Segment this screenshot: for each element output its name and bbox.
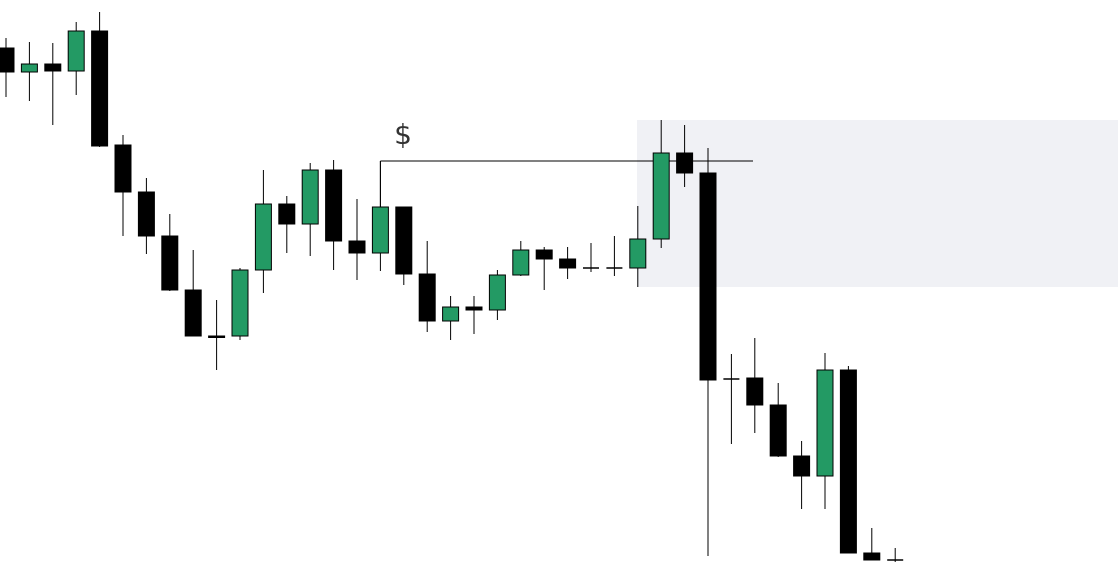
body xyxy=(442,306,460,322)
body xyxy=(583,267,599,269)
body xyxy=(184,289,202,337)
body xyxy=(395,206,413,275)
body xyxy=(301,169,319,225)
body xyxy=(887,559,904,561)
body xyxy=(231,269,249,337)
body xyxy=(161,235,179,291)
body xyxy=(0,47,15,73)
body xyxy=(44,63,62,72)
body xyxy=(348,240,366,254)
body xyxy=(629,238,647,269)
body xyxy=(137,191,155,237)
body xyxy=(465,306,483,311)
body xyxy=(676,152,694,174)
body xyxy=(208,335,226,338)
body xyxy=(114,144,132,193)
body xyxy=(325,169,343,242)
body xyxy=(793,455,811,477)
body xyxy=(723,378,740,380)
body xyxy=(512,249,530,276)
body xyxy=(652,152,670,240)
body xyxy=(488,274,506,311)
body xyxy=(839,369,857,554)
body xyxy=(91,30,109,147)
body xyxy=(418,273,436,322)
body xyxy=(746,377,764,406)
body xyxy=(20,63,38,73)
body xyxy=(254,203,272,271)
body xyxy=(67,30,85,72)
body xyxy=(769,404,787,457)
body xyxy=(863,552,881,561)
body xyxy=(371,206,389,254)
body xyxy=(278,203,296,225)
zone xyxy=(637,120,1118,287)
body xyxy=(699,172,717,381)
annotation: $ xyxy=(394,118,412,151)
body xyxy=(535,249,553,260)
body xyxy=(606,267,623,269)
body xyxy=(816,369,834,477)
body xyxy=(559,258,577,269)
